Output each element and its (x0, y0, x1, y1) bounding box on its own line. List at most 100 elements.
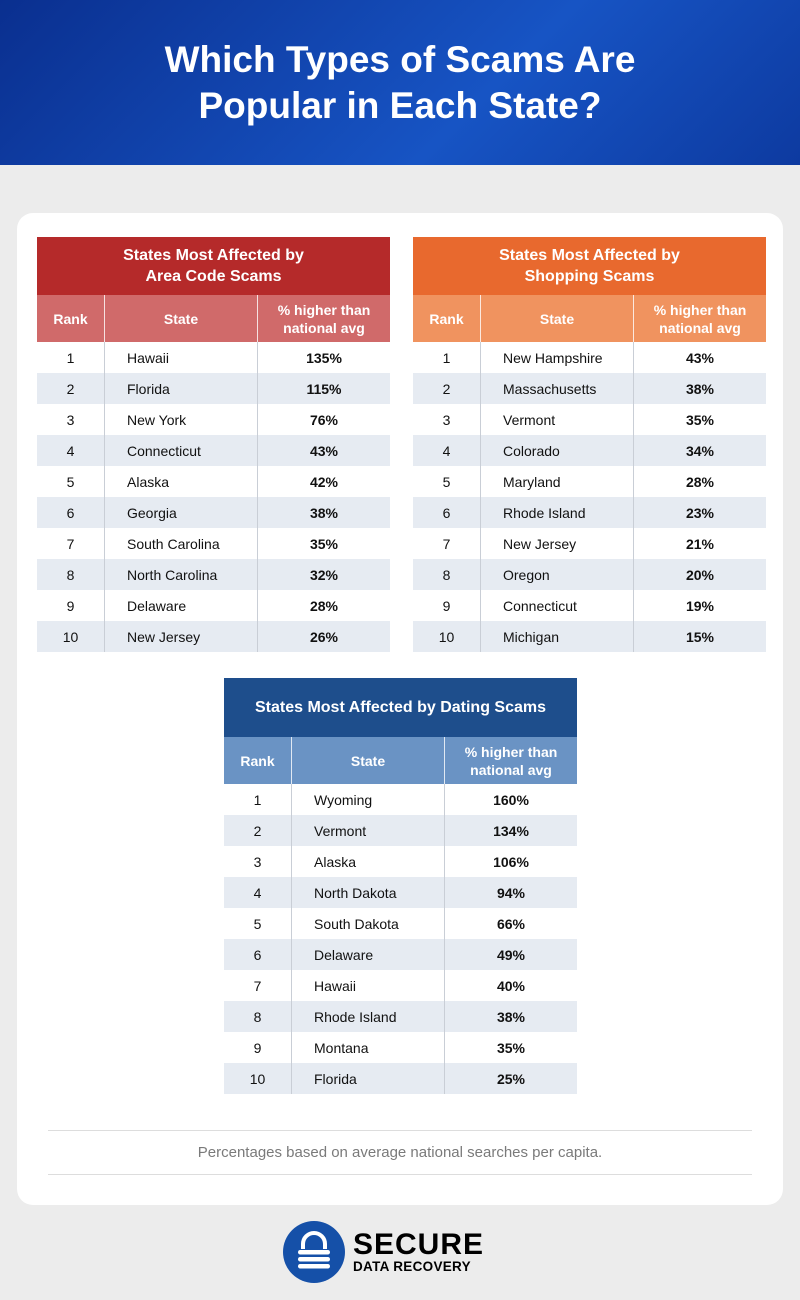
pct-cell: 38% (309, 504, 339, 521)
rank-cell: 8 (37, 559, 105, 590)
state-cell: New York (105, 404, 258, 435)
state-cell: North Dakota (292, 877, 445, 908)
state-cell: Colorado (481, 435, 634, 466)
table-row: 1 Hawaii 135% (37, 342, 390, 373)
pct-cell: 115% (306, 380, 342, 397)
table-row: 1 New Hampshire 43% (413, 342, 766, 373)
state-cell: North Carolina (105, 559, 258, 590)
table-row: 5 Maryland 28% (413, 466, 766, 497)
pct-cell: 160% (493, 791, 529, 808)
table-title-text: States Most Affected by Area Code Scams (123, 247, 304, 285)
shopping-scams-table: States Most Affected by Shopping Scams R… (413, 237, 766, 652)
rank-cell: 8 (413, 559, 481, 590)
header-banner: Which Types of Scams Are Popular in Each… (0, 0, 800, 165)
state-cell: Florida (105, 373, 258, 404)
table-title: States Most Affected by Area Code Scams (37, 237, 390, 295)
state-cell: Wyoming (292, 784, 445, 815)
column-header-pct: % higher than national avg (464, 743, 558, 778)
state-cell: Georgia (105, 497, 258, 528)
rank-cell: 3 (413, 404, 481, 435)
table-row: 5 South Dakota 66% (224, 908, 577, 939)
table-row: 8 Oregon 20% (413, 559, 766, 590)
pct-cell: 28% (309, 597, 339, 614)
dating-scams-table: States Most Affected by Dating Scams Ran… (224, 678, 577, 1094)
rank-cell: 1 (413, 342, 481, 373)
state-cell: Hawaii (292, 970, 445, 1001)
state-cell: Alaska (292, 846, 445, 877)
state-cell: Alaska (105, 466, 258, 497)
column-header-pct: % higher than national avg (277, 301, 371, 336)
pct-cell: 20% (685, 566, 715, 583)
footnote: Percentages based on average national se… (48, 1130, 752, 1175)
pct-cell: 35% (496, 1039, 526, 1056)
rank-cell: 6 (224, 939, 292, 970)
state-cell: Michigan (481, 621, 634, 652)
state-cell: Vermont (481, 404, 634, 435)
state-cell: Rhode Island (292, 1001, 445, 1032)
pct-cell: 23% (685, 504, 715, 521)
table-row: 4 Colorado 34% (413, 435, 766, 466)
table-row: 9 Connecticut 19% (413, 590, 766, 621)
state-cell: Connecticut (105, 435, 258, 466)
table-row: 10 New Jersey 26% (37, 621, 390, 652)
table-title: States Most Affected by Dating Scams (224, 678, 577, 737)
table-row: 9 Montana 35% (224, 1032, 577, 1063)
rank-cell: 10 (224, 1063, 292, 1094)
pct-cell: 49% (496, 946, 526, 963)
pct-cell: 38% (496, 1008, 526, 1025)
rank-cell: 2 (37, 373, 105, 404)
rank-cell: 9 (413, 590, 481, 621)
column-headers: Rank State % higher than national avg (37, 295, 390, 342)
state-cell: New Jersey (481, 528, 634, 559)
state-cell: Delaware (105, 590, 258, 621)
pct-cell: 35% (309, 535, 339, 552)
rank-cell: 7 (224, 970, 292, 1001)
rank-cell: 7 (413, 528, 481, 559)
column-header-state: State (481, 295, 634, 342)
page-title: Which Types of Scams Are Popular in Each… (164, 38, 636, 126)
rank-cell: 3 (224, 846, 292, 877)
rank-cell: 5 (413, 466, 481, 497)
table-row: 6 Delaware 49% (224, 939, 577, 970)
pct-cell: 34% (685, 442, 715, 459)
pct-cell: 19% (685, 597, 715, 614)
rank-cell: 8 (224, 1001, 292, 1032)
table-row: 2 Vermont 134% (224, 815, 577, 846)
rank-cell: 5 (37, 466, 105, 497)
table-row: 7 South Carolina 35% (37, 528, 390, 559)
pct-cell: 134% (493, 822, 529, 839)
column-header-state: State (292, 737, 445, 784)
state-cell: Hawaii (105, 342, 258, 373)
state-cell: New Hampshire (481, 342, 634, 373)
table-row: 3 Alaska 106% (224, 846, 577, 877)
state-cell: New Jersey (105, 621, 258, 652)
table-row: 8 Rhode Island 38% (224, 1001, 577, 1032)
column-header-rank: Rank (413, 295, 481, 342)
column-headers: Rank State % higher than national avg (413, 295, 766, 342)
table-row: 9 Delaware 28% (37, 590, 390, 621)
pct-cell: 43% (685, 349, 715, 366)
rank-cell: 6 (413, 497, 481, 528)
table-row: 4 North Dakota 94% (224, 877, 577, 908)
rank-cell: 10 (413, 621, 481, 652)
pct-cell: 66% (496, 915, 526, 932)
table-row: 6 Rhode Island 23% (413, 497, 766, 528)
pct-cell: 106% (493, 853, 529, 870)
rank-cell: 2 (413, 373, 481, 404)
rank-cell: 4 (224, 877, 292, 908)
table-row: 7 New Jersey 21% (413, 528, 766, 559)
column-header-rank: Rank (37, 295, 105, 342)
state-cell: Maryland (481, 466, 634, 497)
table-row: 10 Michigan 15% (413, 621, 766, 652)
table-row: 5 Alaska 42% (37, 466, 390, 497)
logo-line2: DATA RECOVERY (353, 1258, 471, 1274)
state-cell: Connecticut (481, 590, 634, 621)
state-cell: Rhode Island (481, 497, 634, 528)
pct-cell: 25% (496, 1070, 526, 1087)
rank-cell: 4 (413, 435, 481, 466)
column-header-rank: Rank (224, 737, 292, 784)
state-cell: Delaware (292, 939, 445, 970)
state-cell: South Carolina (105, 528, 258, 559)
pct-cell: 32% (309, 566, 339, 583)
rank-cell: 6 (37, 497, 105, 528)
